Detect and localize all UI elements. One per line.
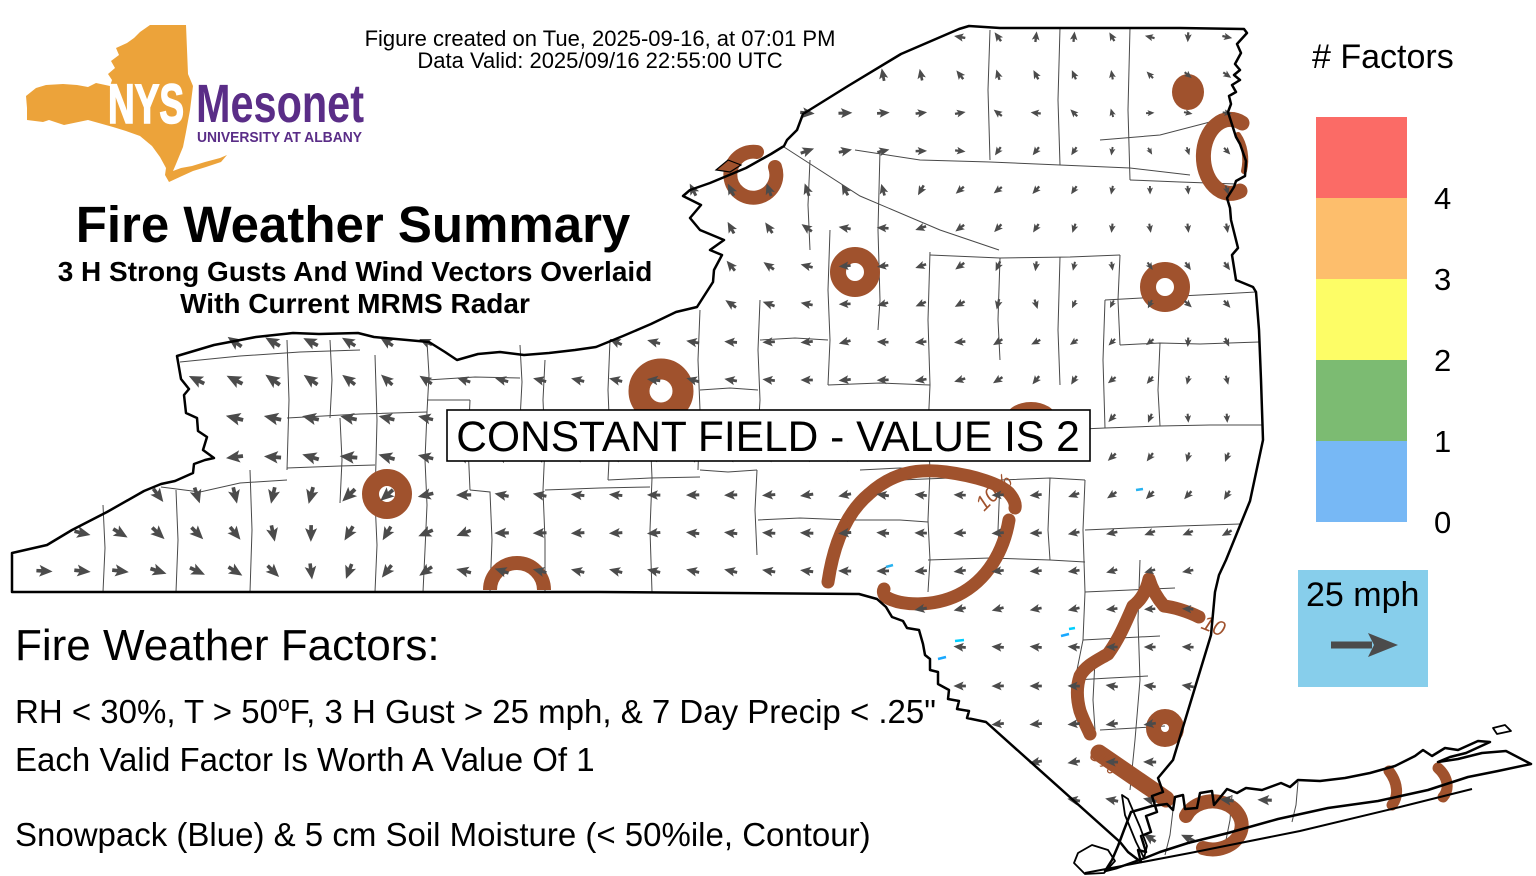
svg-text:With Current MRMS Radar: With Current MRMS Radar: [180, 288, 530, 319]
svg-text:Fire Weather Factors:: Fire Weather Factors:: [15, 621, 440, 670]
svg-text:Snowpack (Blue) & 5 cm Soil Mo: Snowpack (Blue) & 5 cm Soil Moisture (< …: [15, 816, 871, 853]
svg-text:RH < 30%, T > 50oF, 3 H Gust >: RH < 30%, T > 50oF, 3 H Gust > 25 mph, &…: [15, 693, 936, 730]
svg-text:2: 2: [1434, 343, 1451, 378]
svg-text:CONSTANT FIELD - VALUE IS 2: CONSTANT FIELD - VALUE IS 2: [456, 414, 1079, 461]
svg-text:NYS: NYS: [108, 72, 184, 135]
svg-text:0: 0: [1434, 505, 1451, 540]
svg-text:Mesonet: Mesonet: [196, 74, 364, 134]
svg-text:3 H Strong Gusts And Wind Vect: 3 H Strong Gusts And Wind Vectors Overla…: [58, 256, 653, 287]
svg-text:Fire Weather Summary: Fire Weather Summary: [76, 196, 631, 253]
svg-text:UNIVERSITY AT ALBANY: UNIVERSITY AT ALBANY: [197, 129, 362, 146]
svg-text:3: 3: [1434, 262, 1451, 297]
svg-text:Each Valid Factor Is Worth A V: Each Valid Factor Is Worth A Value Of 1: [15, 741, 595, 778]
svg-text:4: 4: [1434, 181, 1451, 216]
svg-text:Data Valid: 2025/09/16 22:55:0: Data Valid: 2025/09/16 22:55:00 UTC: [417, 48, 782, 73]
svg-text:# Factors: # Factors: [1312, 38, 1454, 76]
svg-text:Figure created on Tue, 2025-09: Figure created on Tue, 2025-09-16, at 07…: [365, 26, 836, 51]
svg-text:25 mph: 25 mph: [1306, 576, 1419, 614]
svg-text:1: 1: [1434, 424, 1451, 459]
